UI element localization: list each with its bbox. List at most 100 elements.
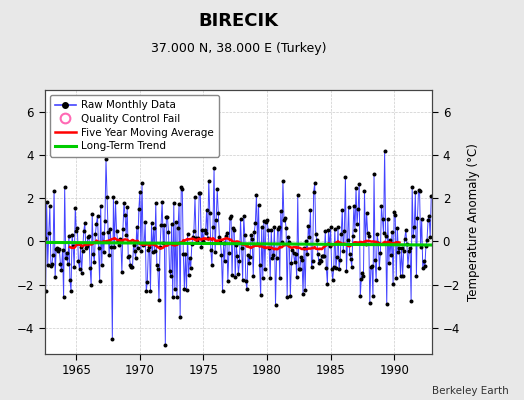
Point: [311, 180, 319, 187]
Point: [303, 251, 311, 257]
Point: [264, 226, 272, 233]
Point: [368, 263, 376, 269]
Point: [197, 244, 205, 250]
Point: [283, 294, 291, 300]
Point: [255, 262, 264, 269]
Point: [241, 232, 249, 238]
Point: [151, 200, 160, 206]
Point: [188, 241, 196, 248]
Point: [162, 214, 171, 220]
Point: [214, 210, 223, 216]
Point: [67, 288, 75, 294]
Point: [108, 336, 116, 342]
Point: [103, 194, 111, 200]
Point: [93, 212, 102, 219]
Point: [187, 265, 195, 271]
Point: [293, 192, 302, 198]
Point: [110, 244, 118, 250]
Point: [203, 235, 212, 241]
Point: [312, 231, 320, 237]
Point: [332, 264, 340, 271]
Point: [177, 184, 185, 190]
Point: [227, 213, 235, 219]
Point: [372, 277, 380, 283]
Text: BIRECIK: BIRECIK: [199, 12, 278, 30]
Point: [84, 234, 92, 240]
Point: [145, 244, 154, 250]
Point: [118, 269, 126, 275]
Point: [342, 268, 351, 275]
Point: [198, 227, 206, 234]
Point: [56, 261, 64, 267]
Point: [147, 220, 156, 226]
Point: [36, 250, 45, 256]
Point: [381, 233, 390, 240]
Point: [51, 274, 59, 281]
Point: [270, 224, 279, 230]
Point: [374, 240, 383, 246]
Point: [259, 275, 267, 281]
Point: [376, 249, 385, 256]
Point: [206, 247, 215, 254]
Point: [220, 240, 228, 246]
Point: [209, 224, 217, 230]
Point: [226, 214, 234, 221]
Point: [141, 219, 149, 225]
Point: [101, 218, 109, 224]
Point: [354, 206, 362, 212]
Point: [185, 255, 194, 262]
Point: [414, 187, 423, 193]
Point: [225, 250, 233, 256]
Point: [34, 228, 42, 234]
Point: [148, 248, 157, 255]
Point: [111, 199, 119, 206]
Point: [219, 288, 227, 294]
Point: [152, 261, 161, 268]
Point: [194, 235, 202, 242]
Point: [344, 204, 353, 210]
Point: [216, 238, 225, 245]
Point: [427, 193, 435, 200]
Point: [184, 272, 193, 278]
Point: [73, 225, 82, 232]
Point: [252, 192, 260, 198]
Point: [284, 234, 292, 240]
Point: [80, 228, 88, 234]
Point: [132, 255, 140, 261]
Point: [305, 234, 313, 240]
Point: [287, 260, 296, 266]
Point: [338, 206, 346, 213]
Point: [272, 255, 281, 262]
Point: [353, 221, 361, 227]
Point: [392, 275, 400, 282]
Point: [222, 233, 230, 240]
Point: [389, 281, 397, 287]
Point: [99, 230, 107, 236]
Point: [139, 242, 147, 248]
Point: [202, 206, 211, 213]
Point: [172, 219, 180, 225]
Point: [347, 264, 356, 270]
Point: [192, 235, 200, 241]
Point: [336, 257, 344, 264]
Point: [413, 215, 422, 222]
Point: [301, 287, 309, 294]
Point: [334, 224, 342, 230]
Point: [128, 264, 137, 271]
Point: [340, 228, 348, 234]
Point: [396, 272, 405, 279]
Point: [178, 186, 187, 192]
Point: [411, 189, 420, 196]
Point: [288, 247, 297, 253]
Point: [66, 277, 74, 284]
Point: [371, 257, 379, 264]
Point: [55, 246, 63, 252]
Point: [115, 242, 123, 248]
Point: [281, 215, 289, 221]
Point: [352, 184, 360, 191]
Point: [268, 255, 277, 261]
Point: [310, 189, 318, 195]
Point: [393, 224, 401, 231]
Point: [170, 200, 178, 207]
Point: [223, 230, 231, 236]
